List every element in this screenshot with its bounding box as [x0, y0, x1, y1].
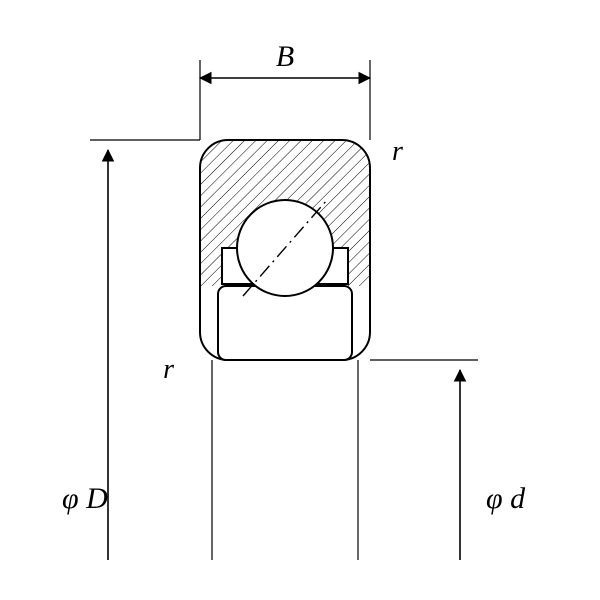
label-r-top: r [392, 136, 403, 167]
label-r-bottom: r [163, 354, 174, 385]
bearing-diagram: B φ D φ d r r [0, 0, 600, 600]
dim-B: B [200, 40, 370, 140]
label-D: φ D [62, 482, 108, 515]
dim-D: φ D [62, 140, 200, 560]
bearing-body [200, 140, 370, 360]
dim-d: φ d [370, 360, 526, 560]
label-B: B [276, 40, 294, 73]
label-d: φ d [486, 482, 526, 515]
inner-cutout [218, 286, 352, 360]
